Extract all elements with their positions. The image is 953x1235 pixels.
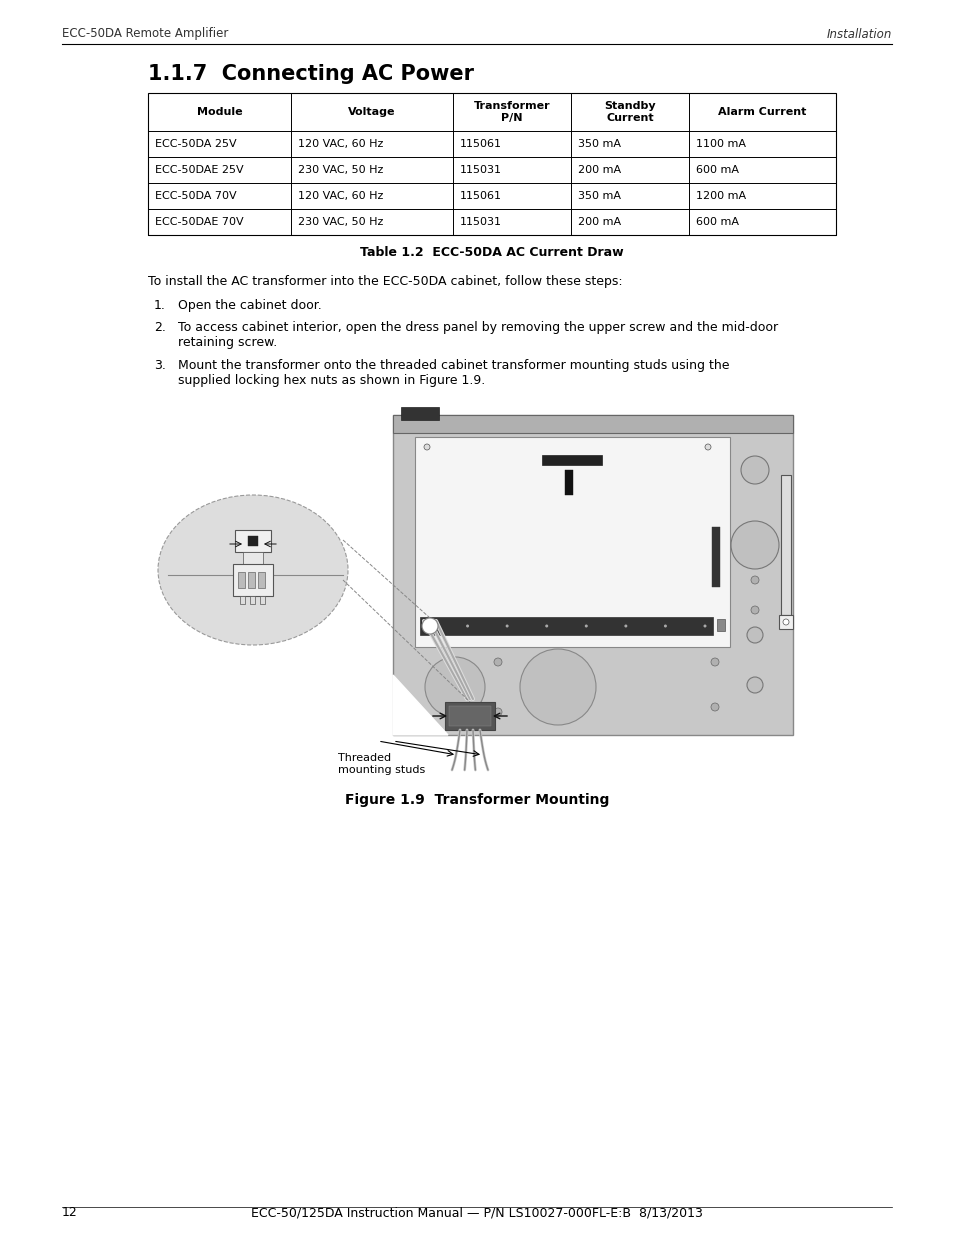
- Bar: [233, 564, 273, 597]
- Circle shape: [702, 625, 706, 627]
- Text: 1.: 1.: [154, 299, 166, 312]
- Bar: [393, 415, 792, 735]
- Bar: [415, 437, 729, 647]
- Text: Mount the transformer onto the threaded cabinet transformer mounting studs using: Mount the transformer onto the threaded …: [178, 359, 729, 387]
- Text: 2.: 2.: [154, 321, 166, 333]
- Text: 120 VAC, 60 Hz: 120 VAC, 60 Hz: [297, 191, 383, 201]
- Bar: [542, 454, 602, 466]
- Text: 1.1.7  Connecting AC Power: 1.1.7 Connecting AC Power: [148, 64, 474, 84]
- Text: 115031: 115031: [459, 165, 501, 175]
- Text: Threaded
mounting studs: Threaded mounting studs: [337, 753, 425, 774]
- Circle shape: [424, 657, 484, 718]
- Circle shape: [740, 456, 768, 484]
- Polygon shape: [393, 676, 448, 735]
- Text: To install the AC transformer into the ECC-50DA cabinet, follow these steps:: To install the AC transformer into the E…: [148, 275, 622, 288]
- Circle shape: [746, 677, 762, 693]
- Circle shape: [623, 625, 627, 627]
- Circle shape: [704, 445, 710, 450]
- Bar: [248, 536, 257, 546]
- Circle shape: [505, 625, 508, 627]
- Text: 350 mA: 350 mA: [578, 140, 620, 149]
- Bar: [565, 471, 573, 495]
- Circle shape: [663, 625, 666, 627]
- Circle shape: [710, 703, 719, 711]
- Bar: [717, 619, 724, 631]
- Circle shape: [494, 658, 501, 666]
- Text: ECC-50/125DA Instruction Manual — P/N LS10027-000FL-E:B  8/13/2013: ECC-50/125DA Instruction Manual — P/N LS…: [251, 1207, 702, 1219]
- Bar: [781, 475, 790, 615]
- Circle shape: [730, 521, 779, 569]
- Text: Transformer
P/N: Transformer P/N: [473, 101, 550, 122]
- Bar: [449, 706, 491, 726]
- Circle shape: [519, 650, 596, 725]
- Text: Installation: Installation: [825, 27, 891, 41]
- Bar: [148, 93, 835, 235]
- Text: To access cabinet interior, open the dress panel by removing the upper screw and: To access cabinet interior, open the dre…: [178, 321, 778, 350]
- Text: 230 VAC, 50 Hz: 230 VAC, 50 Hz: [297, 217, 383, 227]
- Text: 230 VAC, 50 Hz: 230 VAC, 50 Hz: [297, 165, 383, 175]
- Bar: [779, 615, 792, 629]
- Bar: [257, 572, 265, 588]
- Circle shape: [584, 625, 587, 627]
- Bar: [243, 552, 263, 564]
- Text: Standby
Current: Standby Current: [603, 101, 656, 122]
- Text: 200 mA: 200 mA: [578, 217, 620, 227]
- Text: ECC-50DA Remote Amplifier: ECC-50DA Remote Amplifier: [62, 27, 228, 41]
- Bar: [711, 527, 720, 587]
- Text: 115031: 115031: [459, 217, 501, 227]
- Text: ECC-50DAE 70V: ECC-50DAE 70V: [154, 217, 243, 227]
- Bar: [260, 597, 265, 604]
- Text: ECC-50DAE 25V: ECC-50DAE 25V: [154, 165, 243, 175]
- Text: Voltage: Voltage: [348, 107, 395, 117]
- Text: Figure 1.9  Transformer Mounting: Figure 1.9 Transformer Mounting: [344, 793, 609, 806]
- Bar: [400, 408, 438, 420]
- Text: 600 mA: 600 mA: [696, 217, 739, 227]
- Text: 115061: 115061: [459, 191, 501, 201]
- Circle shape: [710, 658, 719, 666]
- Circle shape: [746, 627, 762, 643]
- Circle shape: [466, 625, 469, 627]
- Circle shape: [421, 618, 437, 634]
- Text: Table 1.2  ECC-50DA AC Current Draw: Table 1.2 ECC-50DA AC Current Draw: [360, 246, 623, 258]
- Text: ECC-50DA 70V: ECC-50DA 70V: [154, 191, 236, 201]
- Circle shape: [494, 708, 501, 716]
- Text: 1100 mA: 1100 mA: [696, 140, 745, 149]
- Text: 50da.xfmr.wmf: 50da.xfmr.wmf: [782, 521, 788, 568]
- Bar: [250, 597, 254, 604]
- Bar: [393, 415, 792, 433]
- Text: 120 VAC, 60 Hz: 120 VAC, 60 Hz: [297, 140, 383, 149]
- Text: 115061: 115061: [459, 140, 501, 149]
- Circle shape: [426, 625, 429, 627]
- Bar: [444, 701, 495, 730]
- Circle shape: [423, 445, 430, 450]
- Circle shape: [782, 619, 788, 625]
- Text: Alarm Current: Alarm Current: [718, 107, 806, 117]
- Text: 600 mA: 600 mA: [696, 165, 739, 175]
- Text: 12: 12: [62, 1207, 77, 1219]
- Circle shape: [750, 576, 759, 584]
- Bar: [240, 597, 245, 604]
- Text: 1200 mA: 1200 mA: [696, 191, 745, 201]
- Bar: [237, 572, 245, 588]
- Text: 350 mA: 350 mA: [578, 191, 620, 201]
- Text: Open the cabinet door.: Open the cabinet door.: [178, 299, 321, 312]
- Circle shape: [545, 625, 548, 627]
- Text: Module: Module: [196, 107, 242, 117]
- Bar: [234, 530, 271, 552]
- Ellipse shape: [158, 495, 348, 645]
- Bar: [248, 572, 254, 588]
- Bar: [419, 618, 712, 635]
- Circle shape: [750, 606, 759, 614]
- Text: 200 mA: 200 mA: [578, 165, 620, 175]
- Text: 3.: 3.: [154, 359, 166, 372]
- Text: ECC-50DA 25V: ECC-50DA 25V: [154, 140, 236, 149]
